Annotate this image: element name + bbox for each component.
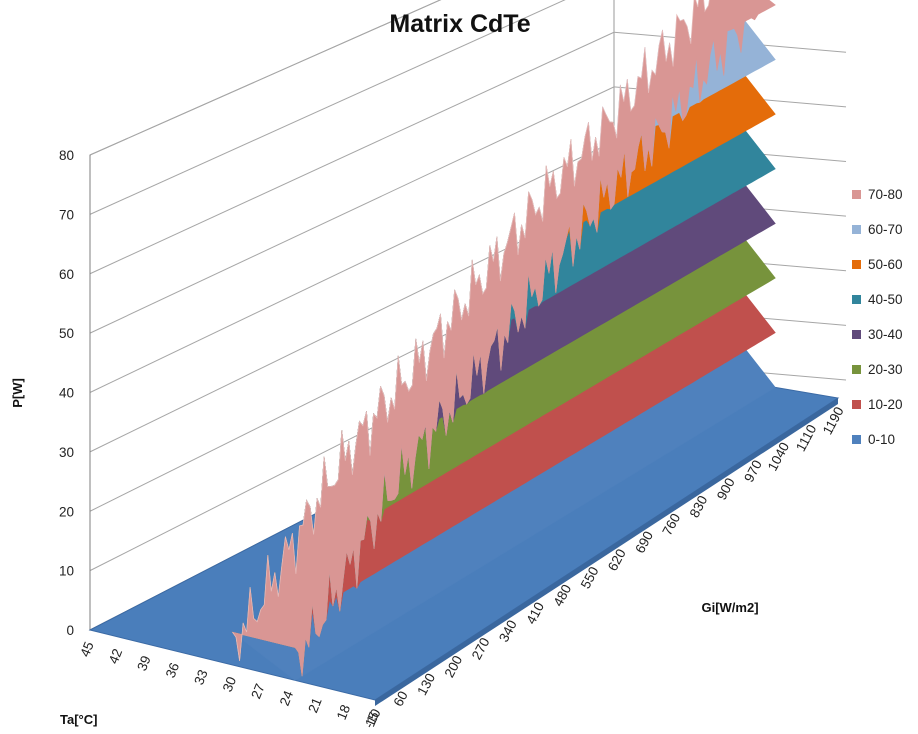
z-tick-label: 20 bbox=[59, 504, 74, 519]
z-tick-label: 40 bbox=[59, 386, 74, 401]
gi-axis-title: Gi[W/m2] bbox=[701, 600, 758, 615]
legend-swatch-30-40 bbox=[852, 330, 861, 339]
ta-tick-label: 39 bbox=[134, 654, 154, 674]
ta-tick-label: 36 bbox=[163, 661, 183, 681]
legend: 70-80 60-70 50-60 40-50 30-40 20-30 10-20 0-10 bbox=[852, 187, 903, 447]
ta-tick-label: 45 bbox=[77, 640, 97, 660]
ta-tick-label: 33 bbox=[191, 668, 211, 688]
z-tick-label: 80 bbox=[59, 148, 74, 163]
legend-label-0-10: 0-10 bbox=[868, 432, 895, 447]
legend-swatch-20-30 bbox=[852, 365, 861, 374]
ta-tick-label: 15 bbox=[362, 710, 382, 730]
gridline bbox=[89, 31, 615, 275]
z-tick-label: 60 bbox=[59, 267, 74, 282]
gridline bbox=[89, 0, 442, 156]
z-tick-label: 0 bbox=[66, 623, 74, 638]
z-tick-label: 70 bbox=[59, 207, 74, 222]
gi-tick-label: 60 bbox=[391, 689, 411, 709]
gridline bbox=[89, 141, 615, 393]
legend-swatch-10-20 bbox=[852, 400, 861, 409]
surface-plot bbox=[231, 0, 776, 681]
legend-label-50-60: 50-60 bbox=[868, 257, 903, 272]
surface-band-70-80 bbox=[231, 0, 776, 677]
legend-swatch-40-50 bbox=[852, 295, 861, 304]
legend-label-70-80: 70-80 bbox=[868, 187, 903, 202]
ta-tick-label: 18 bbox=[334, 703, 354, 723]
ta-tick-label: 42 bbox=[106, 647, 126, 667]
floor-edge bbox=[375, 398, 838, 706]
legend-label-40-50: 40-50 bbox=[868, 292, 903, 307]
ta-tick-label: 21 bbox=[305, 696, 325, 716]
ta-tick-label: 30 bbox=[220, 675, 240, 695]
z-tick-label: 50 bbox=[59, 326, 74, 341]
z-tick-label: 30 bbox=[59, 445, 74, 460]
z-tick-label: 10 bbox=[59, 564, 74, 579]
legend-swatch-0-10 bbox=[852, 435, 861, 444]
ta-tick-label: 27 bbox=[248, 682, 268, 702]
z-axis-title: P[W] bbox=[10, 378, 25, 408]
ta-tick-label: 24 bbox=[277, 688, 297, 708]
legend-swatch-50-60 bbox=[852, 260, 861, 269]
chart-title: Matrix CdTe bbox=[389, 10, 530, 38]
legend-label-30-40: 30-40 bbox=[868, 327, 903, 342]
legend-label-60-70: 60-70 bbox=[868, 222, 903, 237]
legend-label-10-20: 10-20 bbox=[868, 397, 903, 412]
surface-crest bbox=[232, 0, 710, 661]
ta-axis-title: Ta[°C] bbox=[60, 712, 97, 727]
legend-swatch-70-80 bbox=[852, 190, 861, 199]
gridline bbox=[89, 0, 566, 215]
gridline bbox=[89, 86, 615, 334]
legend-swatch-60-70 bbox=[852, 225, 861, 234]
legend-label-20-30: 20-30 bbox=[868, 362, 903, 377]
